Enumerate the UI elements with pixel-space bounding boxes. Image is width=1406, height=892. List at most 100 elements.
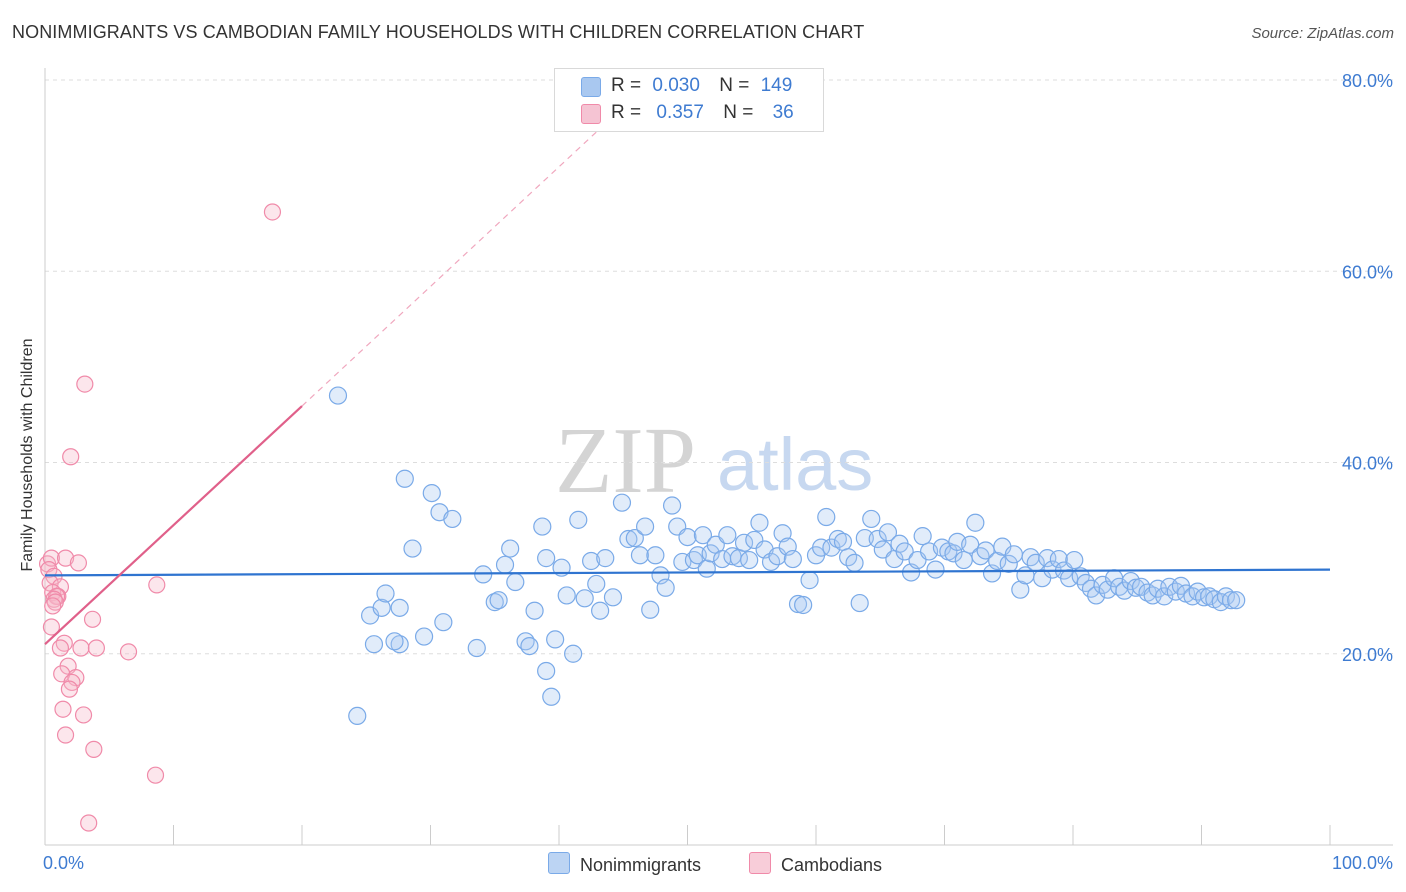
point-nonimmigrants (537, 549, 556, 568)
point-nonimmigrants (862, 509, 881, 529)
point-nonimmigrants (740, 550, 759, 570)
point-nonimmigrants (750, 513, 769, 532)
point-cambodians (62, 448, 80, 466)
point-nonimmigrants (467, 638, 486, 658)
trendline-nonimmigrants (44, 568, 1331, 577)
point-cambodians (263, 203, 282, 221)
point-nonimmigrants (817, 507, 836, 527)
point-nonimmigrants (434, 613, 453, 632)
point-nonimmigrants (376, 584, 395, 603)
point-nonimmigrants (1065, 550, 1084, 570)
point-cambodians (146, 766, 165, 784)
point-nonimmigrants (1011, 580, 1030, 599)
point-cambodians (80, 814, 98, 832)
point-nonimmigrants (395, 469, 414, 488)
legend-r-value: 0.357 (656, 102, 704, 123)
point-cambodians (119, 643, 138, 661)
point-cambodians (56, 726, 75, 744)
y-tick-label: 80.0% (1342, 71, 1393, 91)
point-nonimmigrants (646, 546, 665, 565)
x-tick-label-min: 0.0% (43, 853, 84, 873)
point-cambodians (60, 680, 79, 698)
point-cambodians (63, 673, 81, 692)
point-cambodians (148, 576, 166, 594)
legend-item-cambodians: Cambodians (749, 852, 882, 876)
point-nonimmigrants (533, 517, 552, 536)
legend-r-value: 0.030 (652, 75, 700, 96)
legend-swatch-blue (581, 77, 601, 97)
point-nonimmigrants (971, 547, 990, 566)
point-nonimmigrants (773, 524, 792, 543)
point-nonimmigrants (591, 601, 610, 620)
legend-n-label: N = (719, 75, 750, 96)
point-cambodians (85, 740, 103, 758)
point-nonimmigrants (495, 555, 515, 574)
point-nonimmigrants (328, 386, 348, 405)
point-nonimmigrants (812, 538, 831, 557)
point-nonimmigrants (833, 532, 853, 551)
point-nonimmigrants (678, 527, 697, 547)
point-nonimmigrants (850, 593, 869, 613)
point-cambodians (72, 639, 90, 657)
point-nonimmigrants (403, 539, 422, 558)
point-nonimmigrants (895, 542, 914, 561)
point-nonimmigrants (1049, 549, 1068, 569)
point-nonimmigrants (913, 527, 932, 546)
point-nonimmigrants (372, 598, 391, 617)
point-cambodians (42, 618, 61, 636)
legend-r-label: R = (611, 102, 642, 123)
point-nonimmigrants (641, 600, 660, 619)
point-cambodians (47, 587, 66, 605)
gridlines (45, 79, 1393, 655)
point-nonimmigrants (794, 595, 813, 615)
legend-n-label: N = (723, 102, 754, 123)
point-nonimmigrants (603, 588, 623, 607)
y-tick-label: 40.0% (1342, 454, 1393, 474)
legend-r-label: R = (611, 75, 642, 96)
legend-label-nonimmigrants: Nonimmigrants (580, 855, 702, 875)
point-cambodians (54, 700, 72, 718)
point-nonimmigrants (520, 636, 539, 656)
point-nonimmigrants (788, 594, 808, 614)
point-nonimmigrants (868, 529, 887, 549)
point-nonimmigrants (443, 509, 462, 529)
point-cambodians (74, 706, 93, 724)
point-nonimmigrants (701, 544, 720, 563)
legend-label-cambodians: Cambodians (781, 855, 883, 875)
point-nonimmigrants (596, 549, 615, 568)
point-nonimmigrants (612, 493, 632, 512)
point-nonimmigrants (542, 687, 561, 706)
watermark-zip: ZIP (555, 409, 696, 513)
point-nonimmigrants (422, 484, 441, 503)
y-axis-label: Family Households with Children (19, 338, 36, 572)
point-nonimmigrants (1227, 591, 1246, 610)
point-nonimmigrants (662, 496, 682, 515)
point-nonimmigrants (1087, 586, 1106, 605)
point-nonimmigrants (1126, 578, 1146, 597)
point-nonimmigrants (1155, 587, 1174, 606)
point-cambodians (83, 610, 102, 628)
legend-swatch-cambodians (749, 852, 771, 874)
point-cambodians (45, 590, 63, 608)
point-nonimmigrants (587, 574, 606, 594)
point-nonimmigrants (506, 572, 525, 592)
point-nonimmigrants (385, 632, 404, 651)
point-nonimmigrants (569, 510, 588, 529)
trendline-cambodians (44, 405, 303, 645)
stats-legend: R = 0.030 N = 149 R = 0.357 N = 36 (554, 68, 824, 132)
point-nonimmigrants (783, 549, 802, 569)
y-tick-label: 20.0% (1342, 645, 1393, 665)
point-nonimmigrants (546, 630, 565, 649)
point-nonimmigrants (855, 528, 874, 548)
point-nonimmigrants (414, 627, 434, 646)
trendlines (44, 124, 1331, 645)
watermark: ZIP atlas (555, 409, 873, 513)
chart-title: NONIMMIGRANTS VS CAMBODIAN FAMILY HOUSEH… (12, 22, 865, 42)
axes (44, 68, 1393, 846)
point-nonimmigrants (954, 550, 973, 570)
point-nonimmigrants (1221, 591, 1241, 610)
point-nonimmigrants (693, 526, 713, 545)
point-nonimmigrants (390, 598, 409, 617)
point-cambodians (51, 639, 70, 657)
